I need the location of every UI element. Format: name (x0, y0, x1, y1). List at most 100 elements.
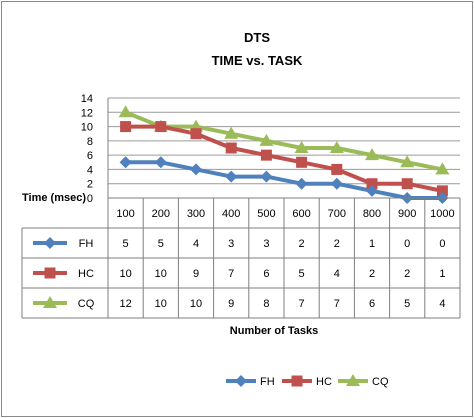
table-series-name: CQ (78, 298, 95, 310)
data-point-fh (154, 156, 167, 169)
data-point-fh (295, 177, 308, 190)
y-tick-label: 14 (81, 93, 93, 105)
table-cell-value: 3 (263, 238, 269, 250)
data-point-cq (435, 162, 450, 175)
table-cell-value: 10 (155, 298, 167, 310)
data-point-cq (329, 141, 344, 153)
data-point-hc (331, 163, 343, 175)
x-tick-label: 900 (398, 208, 416, 220)
table-cell-value: 6 (369, 298, 375, 310)
table-cell-value: 5 (299, 268, 305, 280)
data-point-hc (190, 128, 202, 140)
y-tick-label: 12 (81, 107, 93, 119)
x-tick-label: 700 (328, 208, 346, 220)
data-point-fh (366, 184, 378, 197)
table-cell-value: 10 (119, 268, 131, 280)
data-point-cq (224, 126, 239, 139)
table-cell-value: 2 (299, 238, 305, 250)
table-cell-value: 10 (190, 298, 202, 310)
series-line-fh (125, 160, 443, 200)
x-tick-label: 100 (116, 208, 134, 220)
x-tick-label: 400 (222, 208, 240, 220)
data-point-hc (296, 156, 308, 168)
series-lines (124, 110, 443, 200)
legend-label: CQ (372, 376, 389, 388)
y-tick-label: 8 (87, 136, 93, 148)
data-point-hc (155, 121, 167, 133)
table-cell-value: 12 (119, 298, 131, 310)
table-legend-key-marker (44, 237, 56, 249)
x-tick-label: 300 (187, 208, 205, 220)
legend-key-marker (291, 375, 303, 387)
legend-label: FH (260, 376, 275, 388)
table-legend-key-marker (44, 267, 56, 279)
data-point-hc (120, 121, 132, 133)
table-cell-value: 7 (228, 268, 234, 280)
x-tick-label: 600 (292, 208, 310, 220)
y-tick-label: 2 (87, 179, 93, 191)
x-tick-label: 200 (152, 208, 170, 220)
data-point-hc (366, 178, 378, 190)
chart-title: DTS (244, 30, 270, 45)
legend: FH HC CQ (226, 374, 389, 388)
table-cell-value: 5 (404, 298, 410, 310)
legend-label: HC (316, 376, 332, 388)
table-cell-value: 0 (404, 238, 410, 250)
x-tick-label: 500 (257, 208, 275, 220)
table-series-name: HC (78, 268, 94, 280)
series-markers (118, 105, 450, 204)
y-tick-label: 4 (87, 164, 93, 176)
table-cell-value: 0 (439, 238, 445, 250)
chart-subtitle: TIME vs. TASK (212, 53, 303, 68)
data-point-fh (260, 170, 273, 183)
table-series-name: FH (79, 238, 94, 250)
y-tick-labels: 0 2 4 6 8 10 12 14 (81, 93, 93, 205)
x-tick-label: 1000 (430, 208, 454, 220)
data-point-hc (436, 185, 448, 197)
table-cell-value: 10 (155, 268, 167, 280)
table-cell-value: 7 (334, 298, 340, 310)
table-cell-value: 5 (158, 238, 164, 250)
legend-key-marker (235, 375, 247, 387)
table-cell-value: 1 (369, 238, 375, 250)
table-cell-value: 4 (334, 268, 340, 280)
data-point-cq (118, 105, 133, 118)
table-cell-value: 1 (439, 268, 445, 280)
table-cell-value: 2 (404, 268, 410, 280)
table-cell-value: 6 (263, 268, 269, 280)
data-point-cq (365, 148, 379, 161)
data-point-cq (294, 141, 309, 153)
table-cell-value: 3 (228, 238, 234, 250)
table-cell-value: 2 (334, 238, 340, 250)
table-cell-value: 9 (193, 268, 199, 280)
table-cell-value: 8 (263, 298, 269, 310)
x-axis-label: Number of Tasks (230, 325, 318, 337)
y-tick-label: 10 (81, 122, 93, 134)
table-cell-value: 5 (123, 238, 129, 250)
table-cell-value: 7 (299, 298, 305, 310)
data-point-cq (400, 155, 415, 168)
data-point-fh (330, 177, 343, 190)
table-cell-value: 2 (369, 268, 375, 280)
y-tick-label: 0 (87, 193, 93, 205)
legend-key-marker (346, 374, 360, 386)
series-line-cq (124, 110, 443, 172)
data-point-hc (225, 142, 237, 154)
data-point-fh (190, 163, 202, 176)
data-point-fh (225, 170, 238, 183)
table-cell-value: 9 (228, 298, 234, 310)
table-cell-value: 4 (193, 238, 199, 250)
series-line-hc (125, 124, 443, 193)
data-point-fh (119, 156, 132, 169)
y-axis-label: Time (msec) (22, 192, 86, 204)
data-point-hc (260, 149, 272, 161)
data-point-cq (259, 133, 274, 146)
table-legend-key-marker (43, 296, 57, 308)
y-tick-label: 6 (87, 150, 93, 162)
x-tick-label: 800 (363, 208, 381, 220)
table-cell-value: 4 (439, 298, 445, 310)
data-point-hc (401, 178, 413, 190)
